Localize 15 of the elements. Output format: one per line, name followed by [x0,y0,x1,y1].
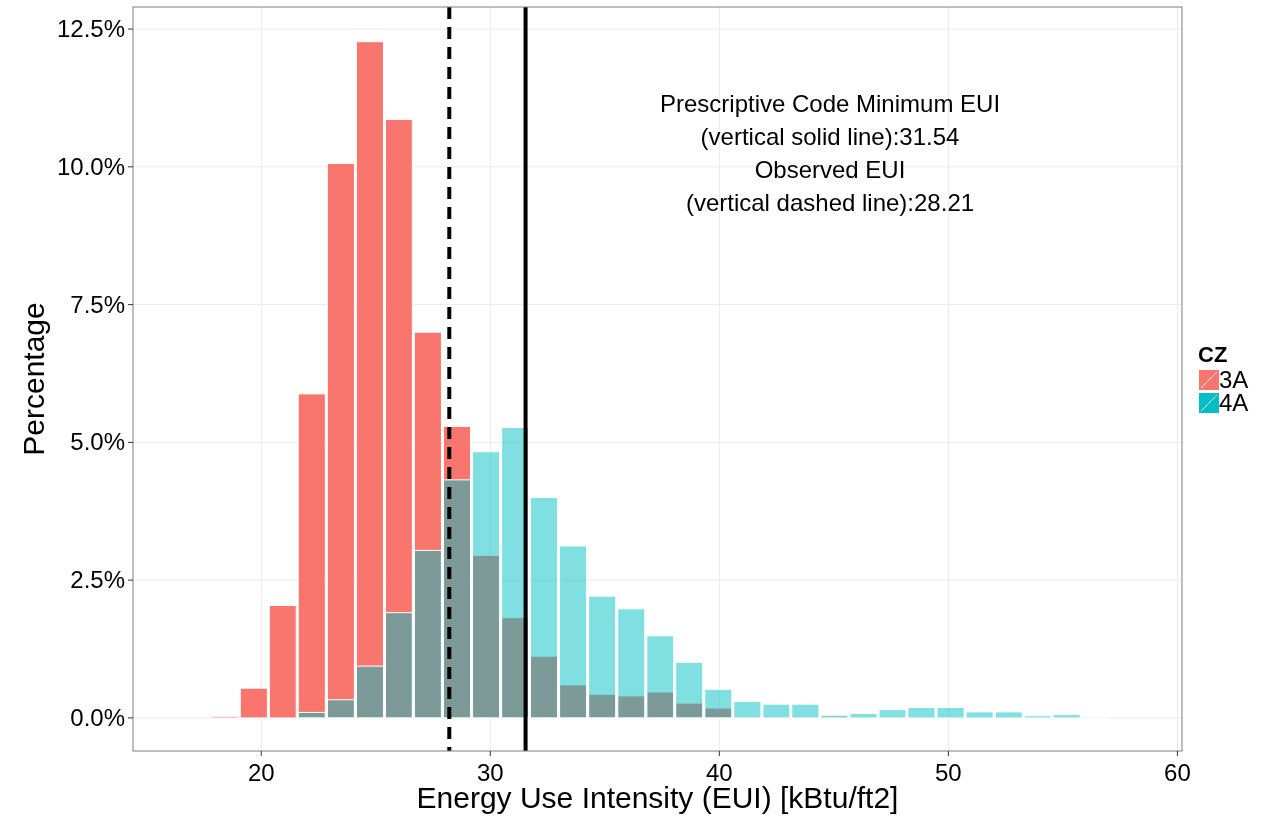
y-tick-label: 10.0% [56,152,125,180]
annotation: (vertical dashed line):28.21 [685,189,975,216]
y-tick-label: 7.5% [70,290,125,318]
x-tick-label: 20 [247,759,275,786]
annotation: Observed EUI [754,156,906,183]
legend-title: CZ [1198,342,1228,367]
x-tick-label: 50 [935,759,962,786]
x-tick-label: 60 [1164,759,1191,786]
annotation: Prescriptive Code Minimum EUI [659,90,1001,117]
y-tick-label: 5.0% [70,428,125,456]
y-tick-label: 2.5% [70,566,125,594]
y-axis-title: Percentage [17,302,50,456]
y-tick-label: 0.0% [70,703,125,731]
y-tick-label: 12.5% [56,15,125,43]
annotation: (vertical solid line):31.54 [700,123,960,150]
